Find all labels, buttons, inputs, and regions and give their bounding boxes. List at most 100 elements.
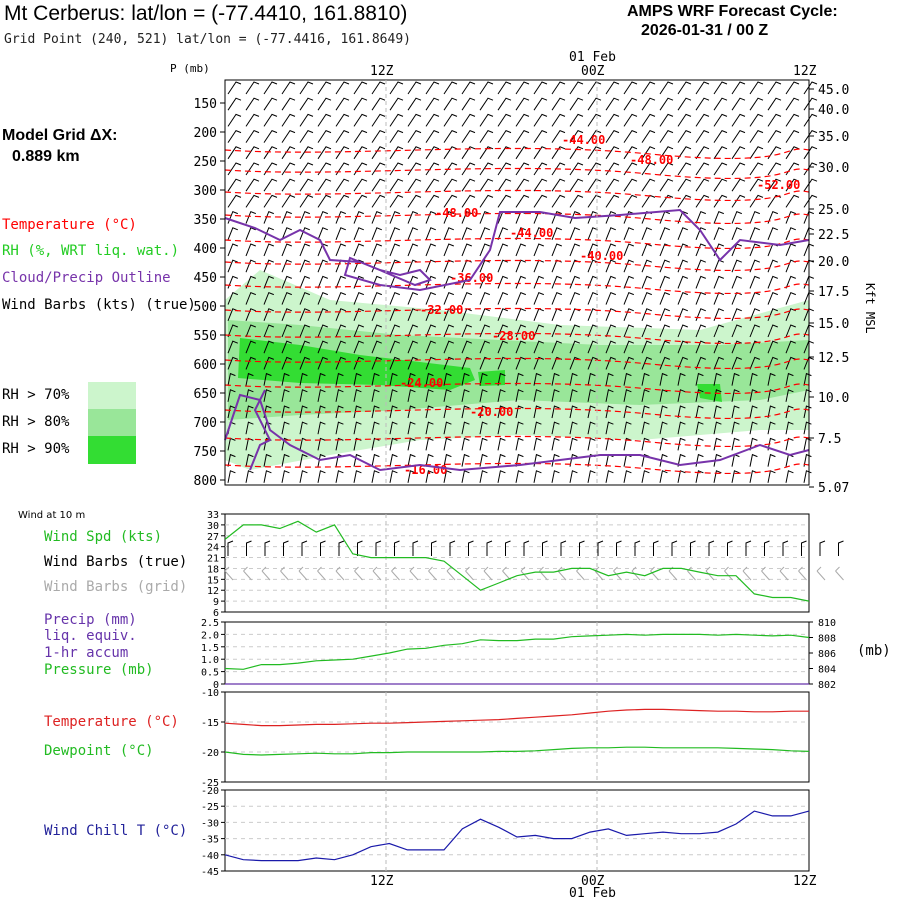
wind10m-barb-true [727,540,733,556]
wind-barb [749,243,760,257]
wind-barb [785,194,800,208]
wind10m-barb-true [523,540,530,556]
wind-barb [335,324,346,338]
wind-barb [371,291,382,305]
wind-barb [803,113,818,127]
wind-barb [767,437,776,451]
wind-barb [659,227,670,240]
wind-barb [659,421,668,435]
wind-barb [767,129,782,143]
wind-barb [443,421,452,435]
wind-barb [263,243,274,257]
wind-barb [731,437,740,451]
pressure-tick-label: 300 [194,184,217,199]
wind-barb [407,421,416,435]
wind-barb [335,275,346,289]
wind-barb [389,389,398,402]
wind-barb [695,243,706,257]
wind-barb [335,421,344,435]
wind10m-barb-grid [243,566,252,581]
pressure-axis-tick-label: 806 [818,649,836,660]
wind-barb [641,227,652,240]
wind-barb [785,421,794,435]
pressure-tick-label: 200 [194,126,217,141]
wind-barb [461,275,472,289]
wind-barb [371,146,386,160]
wind-barb [587,324,598,338]
wind-barb [749,453,758,467]
wind-barb [587,437,596,451]
wind-barb [605,210,616,224]
wind-barb [767,372,776,386]
wind-barb [731,470,740,483]
wind-barb [533,275,544,289]
wind-barb [335,97,350,111]
wind-barb [749,275,760,289]
wind10m-barb-true [338,540,345,556]
wind-speed-axis-tick-label: 9 [213,597,219,608]
wind-barb [479,178,494,192]
wind-barb [713,146,728,160]
wind-barb [245,421,254,435]
wind-barb [641,470,650,483]
wind-barb [659,129,674,143]
wind-barb [227,194,242,208]
wind-speed-series [224,520,810,602]
wind-barb [335,210,346,224]
wind-barb [317,308,328,321]
wind-barb [803,194,818,208]
wind-barb [731,291,742,305]
wind-barb [551,210,562,224]
wind-barb-field [227,81,818,483]
wind-barb [389,81,404,95]
wind-barb [299,259,310,273]
wind-barb [263,308,274,321]
wind-barb [515,372,524,386]
precip-panel-frame [224,621,810,685]
wind-barb [299,389,308,402]
wind-barb [515,291,526,305]
wind-barb [533,81,548,95]
wind-barb [263,210,274,224]
wind-barb [479,453,488,467]
legend-wind-barbs: Wind Barbs (kts) (true) [2,297,196,313]
kft-tick-label: 10.0 [818,391,849,406]
wind-barb [227,453,236,467]
wind-barb [353,162,368,176]
wind-barb [515,178,530,192]
wind-barb [569,275,580,289]
wind-barb [569,243,580,257]
wind-barb [407,178,422,192]
temp-panel-frame [224,691,810,783]
wind-barb [713,405,722,419]
wind-barb [317,81,332,95]
wind-barb [533,437,542,451]
wind-barb [245,129,260,143]
wind-barb [443,356,454,370]
wind10m-barb-true [320,540,326,556]
legend-rh90-label: RH > 90% [2,441,70,457]
wind-barb [767,178,782,192]
wind-barb [497,421,506,435]
wind10m-barb-true [505,540,511,556]
wind-barb [389,453,398,467]
wind-barb [443,405,452,419]
wind-barb [263,275,274,289]
wind-barb [371,308,382,321]
wind-barb [443,194,458,208]
chill-axis-tick-label: -30 [201,818,219,829]
kft-tick-label: 20.0 [818,255,849,270]
wind-barb [389,210,400,224]
wind-barb [389,372,398,386]
wind-barb [695,97,710,111]
wind-barb [353,129,368,143]
wind-barb [497,178,512,192]
wind-barb [659,162,674,176]
pressure-tick-label: 150 [194,97,217,112]
wind-barb [551,243,562,257]
wind-barb [803,453,812,467]
wind-barb [623,421,632,435]
wind-barb [785,81,800,95]
wind-barb [659,308,670,321]
wind-barb [497,113,512,127]
